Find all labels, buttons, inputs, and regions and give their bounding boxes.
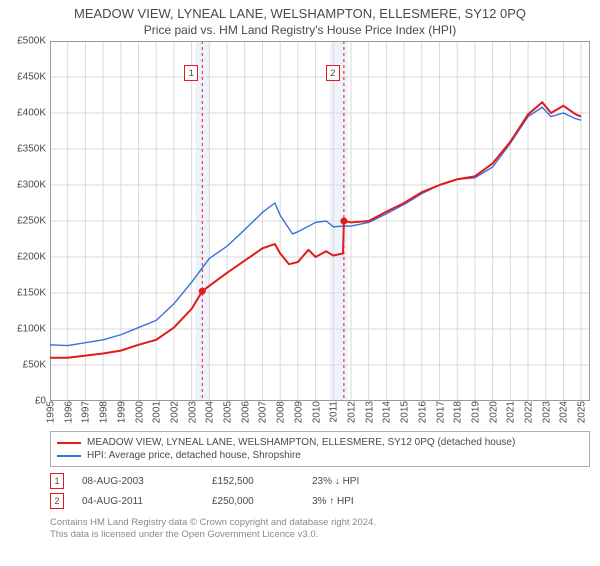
y-axis-label: £150K xyxy=(17,288,50,299)
x-axis-label: 2017 xyxy=(433,401,446,423)
x-axis-label: 2024 xyxy=(557,401,570,423)
sale-date: 04-AUG-2011 xyxy=(82,496,212,507)
x-axis-label: 2014 xyxy=(380,401,393,423)
x-axis-label: 2019 xyxy=(468,401,481,423)
x-axis-label: 2010 xyxy=(309,401,322,423)
chart-legend: MEADOW VIEW, LYNEAL LANE, WELSHAMPTON, E… xyxy=(50,431,590,467)
x-axis-label: 2001 xyxy=(150,401,163,423)
y-axis-label: £250K xyxy=(17,216,50,227)
attribution: Contains HM Land Registry data © Crown c… xyxy=(50,517,590,541)
x-axis-label: 2005 xyxy=(221,401,234,423)
sale-diff: 23% ↓ HPI xyxy=(312,476,359,487)
y-axis-label: £400K xyxy=(17,108,50,119)
x-axis-label: 2007 xyxy=(256,401,269,423)
y-axis-label: £500K xyxy=(17,36,50,47)
attribution-line: This data is licensed under the Open Gov… xyxy=(50,529,590,541)
x-axis-label: 1997 xyxy=(79,401,92,423)
x-axis-label: 2000 xyxy=(132,401,145,423)
legend-item: MEADOW VIEW, LYNEAL LANE, WELSHAMPTON, E… xyxy=(57,436,583,449)
x-axis-label: 1998 xyxy=(97,401,110,423)
y-axis-label: £300K xyxy=(17,180,50,191)
y-axis-label: £350K xyxy=(17,144,50,155)
x-axis-label: 2016 xyxy=(415,401,428,423)
y-axis-label: £450K xyxy=(17,72,50,83)
sale-table: 1 08-AUG-2003£152,50023% ↓ HPI 2 04-AUG-201… xyxy=(50,471,590,511)
x-axis-label: 2021 xyxy=(504,401,517,423)
sale-price: £152,500 xyxy=(212,476,312,487)
legend-swatch xyxy=(57,455,81,457)
legend-label: HPI: Average price, detached house, Shro… xyxy=(87,450,301,461)
x-axis-label: 2008 xyxy=(274,401,287,423)
x-axis-label: 2011 xyxy=(327,401,340,423)
x-axis-label: 2009 xyxy=(291,401,304,423)
sale-row-marker: 1 xyxy=(50,473,64,489)
x-axis-label: 1996 xyxy=(61,401,74,423)
legend-label: MEADOW VIEW, LYNEAL LANE, WELSHAMPTON, E… xyxy=(87,437,515,448)
page-subtitle: Price paid vs. HM Land Registry's House … xyxy=(0,23,600,37)
sale-row-marker: 2 xyxy=(50,493,64,509)
sale-marker-2: 2 xyxy=(326,65,340,81)
page-title: MEADOW VIEW, LYNEAL LANE, WELSHAMPTON, E… xyxy=(0,6,600,21)
x-axis-label: 2002 xyxy=(167,401,180,423)
x-axis-label: 2006 xyxy=(238,401,251,423)
sale-price: £250,000 xyxy=(212,496,312,507)
legend-item: HPI: Average price, detached house, Shro… xyxy=(57,449,583,462)
y-axis-label: £200K xyxy=(17,252,50,263)
attribution-line: Contains HM Land Registry data © Crown c… xyxy=(50,517,590,529)
x-axis-label: 2013 xyxy=(362,401,375,423)
x-axis-label: 2012 xyxy=(344,401,357,423)
line-chart xyxy=(50,41,590,401)
y-axis-label: £50K xyxy=(23,360,50,371)
sale-marker-1: 1 xyxy=(184,65,198,81)
x-axis-label: 2018 xyxy=(451,401,464,423)
chart-area: £0£50K£100K£150K£200K£250K£300K£350K£400… xyxy=(50,41,590,401)
x-axis-label: 2022 xyxy=(522,401,535,423)
sale-diff: 3% ↑ HPI xyxy=(312,496,354,507)
x-axis-label: 2004 xyxy=(203,401,216,423)
sale-date: 08-AUG-2003 xyxy=(82,476,212,487)
x-axis-label: 2025 xyxy=(575,401,588,423)
sale-row: 1 08-AUG-2003£152,50023% ↓ HPI xyxy=(50,471,590,491)
x-axis-label: 2020 xyxy=(486,401,499,423)
x-axis-label: 2003 xyxy=(185,401,198,423)
sale-row: 2 04-AUG-2011£250,0003% ↑ HPI xyxy=(50,491,590,511)
x-axis-label: 2023 xyxy=(539,401,552,423)
y-axis-label: £100K xyxy=(17,324,50,335)
x-axis-label: 1995 xyxy=(44,401,57,423)
legend-swatch xyxy=(57,442,81,444)
x-axis-label: 2015 xyxy=(398,401,411,423)
x-axis-label: 1999 xyxy=(114,401,127,423)
